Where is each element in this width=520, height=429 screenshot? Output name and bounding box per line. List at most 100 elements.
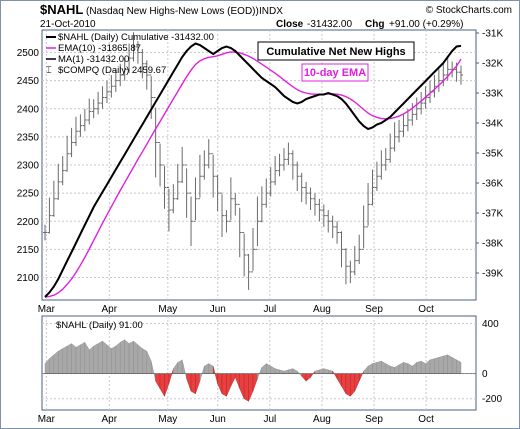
histogram-segment — [389, 365, 395, 374]
chg-value: +91.00 (+0.29%) — [389, 19, 464, 30]
annotation-box-ema — [301, 63, 369, 82]
right-tick-label: -35K — [482, 149, 503, 160]
histogram-segment — [137, 344, 143, 374]
compq-bar — [348, 260, 353, 284]
histogram-segment — [451, 357, 457, 374]
compq-bar — [317, 198, 322, 222]
month-tick-label-lower: Mar — [38, 414, 56, 425]
compq-bar — [419, 91, 424, 115]
histogram-segment — [177, 359, 183, 374]
left-tick-label: 2300 — [17, 161, 40, 172]
compq-bar — [383, 148, 388, 171]
compq-bar — [162, 164, 167, 209]
compq-bar — [96, 91, 101, 115]
compq-bar — [361, 205, 366, 250]
compq-bar — [277, 153, 282, 177]
compq-bar — [410, 103, 415, 126]
histogram-segment — [102, 340, 108, 374]
compq-bar — [220, 192, 225, 237]
histogram-segment — [434, 357, 440, 374]
compq-bar — [246, 253, 251, 290]
compq-bar — [251, 228, 255, 273]
month-tick-label-lower: May — [158, 414, 177, 425]
compq-bar — [397, 120, 402, 143]
left-tick-label: 2450 — [17, 76, 40, 87]
left-tick-label: 2200 — [17, 217, 40, 228]
left-tick-label: 2250 — [17, 189, 40, 200]
symbol-title: $NAHL — [40, 2, 83, 17]
compq-bar — [432, 75, 437, 98]
month-tick-label-lower: Aug — [313, 414, 331, 425]
month-tick-label-lower: Jul — [263, 414, 276, 425]
compq-bar — [308, 187, 313, 210]
histogram-segment — [443, 354, 448, 374]
compq-bar — [104, 80, 109, 104]
compq-bar — [60, 156, 65, 186]
right-tick-label: -31K — [482, 29, 503, 40]
right-tick-label: -38K — [482, 239, 503, 250]
annotation-ema: 10-day EMA — [304, 67, 366, 79]
histogram-segment — [243, 373, 249, 402]
compq-bar — [237, 203, 242, 258]
histogram-segment — [120, 339, 125, 374]
month-tick-label: Jun — [210, 304, 226, 315]
compq-bar — [335, 221, 340, 244]
compq-bar — [401, 114, 406, 137]
month-tick-label-lower: Sep — [365, 414, 383, 425]
month-tick-label: Sep — [365, 304, 383, 315]
month-tick-label: Jul — [263, 304, 276, 315]
compq-bar — [255, 196, 260, 250]
cumulative-line — [44, 42, 462, 298]
histogram-segment — [456, 359, 462, 374]
compq-bar — [153, 97, 158, 178]
right-axis: -31K -32K -33K -34K -35K -36K -37K -38K -39K — [476, 29, 503, 280]
lower-tick-label: -200 — [482, 394, 502, 405]
compq-bar — [312, 193, 317, 216]
compq-bar — [166, 187, 171, 232]
legend-compq-icon: ⌶ — [46, 65, 52, 76]
compq-bar — [224, 210, 229, 233]
compq-bar — [140, 49, 145, 79]
histogram-segment — [438, 355, 444, 374]
compq-bar — [184, 164, 189, 218]
compq-bar — [388, 133, 393, 163]
compq-bar — [175, 163, 180, 200]
compq-bar — [228, 177, 233, 222]
histogram-segment — [221, 373, 227, 397]
histogram-segment — [106, 344, 112, 374]
compq-bar — [78, 114, 83, 137]
compq-bar — [100, 86, 105, 109]
histogram-segment — [58, 348, 63, 374]
histogram-segment — [345, 373, 351, 397]
compq-bar — [43, 224, 47, 241]
right-tick-label: -33K — [482, 89, 503, 100]
compq-bar — [91, 99, 96, 119]
compq-bar — [56, 163, 61, 200]
histogram-segment — [376, 360, 382, 374]
lower-panel-label: $NAHL (Daily) 91.00 — [56, 320, 143, 331]
legend-cumulative: $NAHL (Daily) Cumulative -31432.00 — [58, 32, 214, 43]
compq-bar — [109, 75, 114, 98]
month-tick-label: Aug — [313, 304, 331, 315]
histogram-segment — [190, 373, 196, 395]
compq-bar — [180, 147, 185, 183]
right-tick-label: -37K — [482, 209, 503, 220]
histogram-segment — [71, 343, 77, 374]
compq-bar — [233, 193, 238, 216]
compq-bar — [215, 175, 220, 212]
compq-bar — [242, 232, 247, 277]
histogram-segment — [62, 345, 68, 374]
right-tick-label: -34K — [482, 119, 503, 130]
compq-bar — [459, 65, 463, 85]
x-axis-lower: Mar Apr May Jun Jul Aug Sep Oct — [38, 414, 434, 425]
compq-bar — [65, 135, 70, 172]
x-axis-main: Mar Apr May Jun Jul Aug Sep Oct — [38, 304, 434, 315]
left-tick-label: 2100 — [17, 273, 40, 284]
compq-bar — [330, 215, 335, 239]
compq-bar — [339, 231, 344, 268]
compq-bar — [69, 127, 74, 158]
histogram-segment — [66, 343, 72, 374]
exchange-label: INDX — [259, 6, 283, 17]
close-value: -31432.00 — [307, 19, 352, 30]
